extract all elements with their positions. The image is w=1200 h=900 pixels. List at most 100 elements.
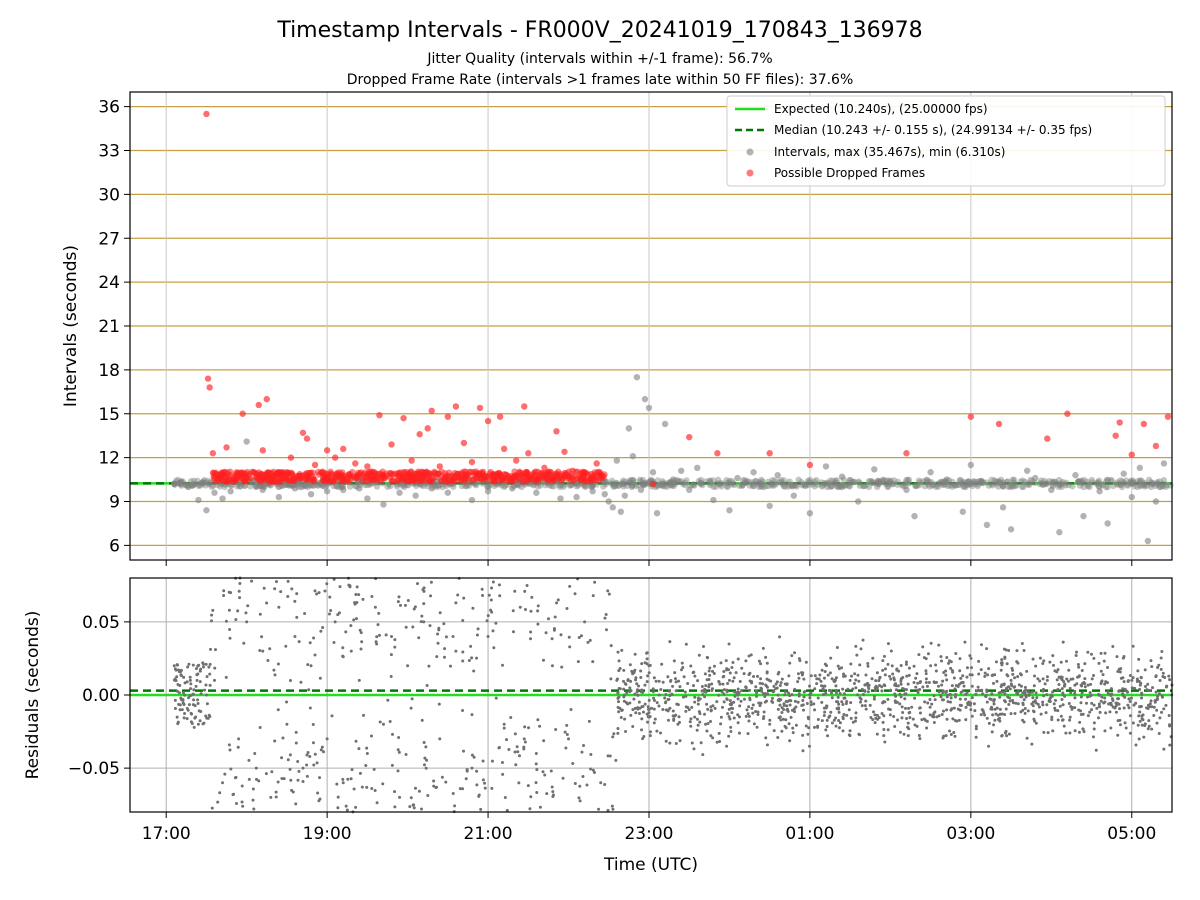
residual-point-band: [969, 666, 973, 670]
residual-point-band: [616, 731, 620, 735]
interval-point-band: [777, 477, 785, 484]
residual-point-band: [471, 606, 475, 610]
residual-point-band: [695, 728, 699, 732]
interval-point-band: [726, 477, 733, 485]
residual-point-band: [871, 656, 875, 660]
residual-point-band: [807, 726, 811, 730]
residual-point-band: [935, 715, 939, 719]
residual-point-band: [850, 674, 854, 678]
residual-point-band: [728, 702, 732, 706]
residual-point-band: [758, 704, 762, 708]
residual-point-band: [849, 662, 853, 666]
residual-point-band: [807, 717, 811, 721]
residual-point-band: [349, 624, 353, 628]
residual-point-band: [597, 807, 601, 811]
dropped-point-band: [508, 478, 516, 485]
residual-point-36: [518, 605, 522, 609]
interval-point-band: [1039, 481, 1046, 488]
residual-point-band: [313, 752, 317, 756]
residual-point-band: [617, 695, 621, 699]
residual-point-band: [250, 579, 254, 583]
residual-point-band: [412, 806, 416, 810]
residual-point-band: [1106, 666, 1110, 670]
residual-point-band: [915, 672, 919, 676]
residual-point-band: [730, 666, 734, 670]
interval-point-41: [649, 469, 657, 476]
residual-point-band: [437, 702, 441, 706]
residual-point-band: [738, 679, 742, 683]
residual-point-band: [483, 781, 487, 785]
interval-point-band: [818, 479, 825, 486]
dropped-point-14: [323, 447, 331, 454]
residual-point-band: [752, 674, 756, 678]
interval-point-16: [364, 495, 371, 502]
residual-point-band: [882, 728, 886, 732]
interval-point-52: [766, 502, 773, 510]
residual-point-band: [378, 720, 382, 724]
interval-point-band: [971, 480, 979, 488]
interval-point-75: [1080, 512, 1087, 520]
residual-point-band: [881, 659, 885, 663]
interval-point-band: [781, 483, 789, 490]
interval-point-band: [209, 482, 217, 489]
residual-point-band: [842, 674, 846, 678]
x-tick-label: 01:00: [785, 824, 834, 844]
interval-point-12: [307, 490, 315, 498]
interval-point-band: [869, 478, 876, 485]
residual-point-band: [704, 722, 708, 726]
residual-point-band: [293, 599, 297, 603]
residual-point-band: [1092, 721, 1096, 725]
residual-point-band: [1003, 712, 1007, 716]
residual-point-band: [825, 704, 829, 708]
residual-point-band: [1023, 706, 1027, 710]
residual-point-band: [948, 692, 952, 696]
residual-point-band: [903, 697, 907, 701]
interval-point-band: [905, 480, 913, 487]
interval-point-band: [1113, 480, 1121, 488]
residual-point-band: [528, 637, 532, 641]
interval-point-band: [739, 482, 746, 489]
interval-point-band: [434, 482, 441, 489]
residual-point-band: [408, 805, 412, 809]
residual-point-band: [175, 663, 179, 667]
interval-point-band: [778, 479, 786, 486]
residual-point-band: [276, 662, 280, 666]
interval-point-band: [1104, 476, 1111, 484]
residual-point-band: [636, 693, 640, 697]
residual-point-band: [947, 661, 951, 665]
residual-point-band: [606, 808, 610, 812]
residual-point-band: [825, 718, 829, 722]
interval-point-band: [995, 479, 1002, 486]
residual-point-band: [1069, 691, 1073, 695]
residual-point-band: [1140, 723, 1144, 727]
interval-point-band: [682, 481, 689, 489]
residual-point-band: [750, 681, 754, 685]
dropped-point-band: [469, 476, 476, 483]
residual-point-band: [1146, 707, 1150, 711]
dropped-point-band: [332, 473, 339, 481]
residual-point-band: [563, 730, 567, 734]
legend-entry-dropped: Possible Dropped Frames: [746, 166, 925, 180]
residual-point-band: [208, 647, 212, 651]
interval-point-band: [1063, 479, 1070, 487]
residual-point-band: [1021, 691, 1025, 695]
residual-point-band: [703, 712, 707, 716]
interval-point-band: [660, 479, 667, 487]
residual-point-band: [932, 720, 936, 724]
residual-point-band: [428, 624, 432, 628]
residual-point-band: [732, 676, 736, 680]
residual-point-band: [719, 715, 723, 719]
residual-point-band: [198, 680, 202, 684]
residual-point-band: [937, 684, 941, 688]
residual-point-band: [858, 696, 862, 700]
dropped-point-band: [235, 472, 243, 479]
interval-point-band: [841, 481, 848, 489]
residual-point-band: [1090, 701, 1094, 705]
residual-point-band: [509, 716, 513, 720]
residual-point-band: [1160, 694, 1164, 698]
interval-point-band: [178, 478, 185, 485]
residual-point-band: [985, 700, 989, 704]
residual-point-band: [174, 679, 178, 683]
residual-point-band: [461, 787, 465, 791]
residual-point-band: [707, 669, 711, 673]
